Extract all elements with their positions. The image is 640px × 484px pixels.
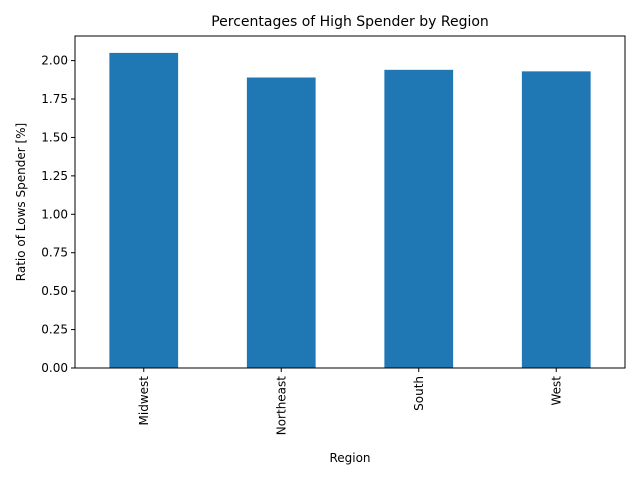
x-tick-label: West [549, 376, 563, 406]
y-tick-label: 2.00 [41, 54, 68, 68]
bars-group [109, 52, 591, 368]
plot-frame [74, 35, 626, 369]
bar-south [384, 69, 454, 368]
y-tick-label: 0.25 [41, 323, 68, 337]
chart-title: Percentages of High Spender by Region [211, 14, 489, 30]
x-tick-label: Midwest [137, 376, 151, 426]
y-tick-label: 0.50 [41, 284, 68, 298]
y-tick-label: 1.00 [41, 207, 68, 221]
y-tick-label: 1.50 [41, 130, 68, 144]
y-tick-label: 0.75 [41, 246, 68, 260]
x-axis-label: Region [329, 451, 370, 465]
bar-northeast [246, 77, 316, 368]
bar-midwest [109, 52, 179, 368]
bar-west [521, 71, 591, 368]
y-tick-label: 1.25 [41, 169, 68, 183]
x-axis-ticks: Midwest Northeast South West [137, 368, 563, 436]
y-tick-label: 0.00 [41, 361, 68, 375]
y-axis-ticks: 0.00 0.25 0.50 0.75 1.00 1.25 1.50 1.75 2.00 [41, 54, 75, 375]
x-tick-label: South [412, 376, 426, 411]
x-tick-label: Northeast [274, 376, 288, 436]
y-tick-label: 1.75 [41, 92, 68, 106]
y-axis-label: Ratio of Lows Spender [%] [14, 123, 28, 281]
